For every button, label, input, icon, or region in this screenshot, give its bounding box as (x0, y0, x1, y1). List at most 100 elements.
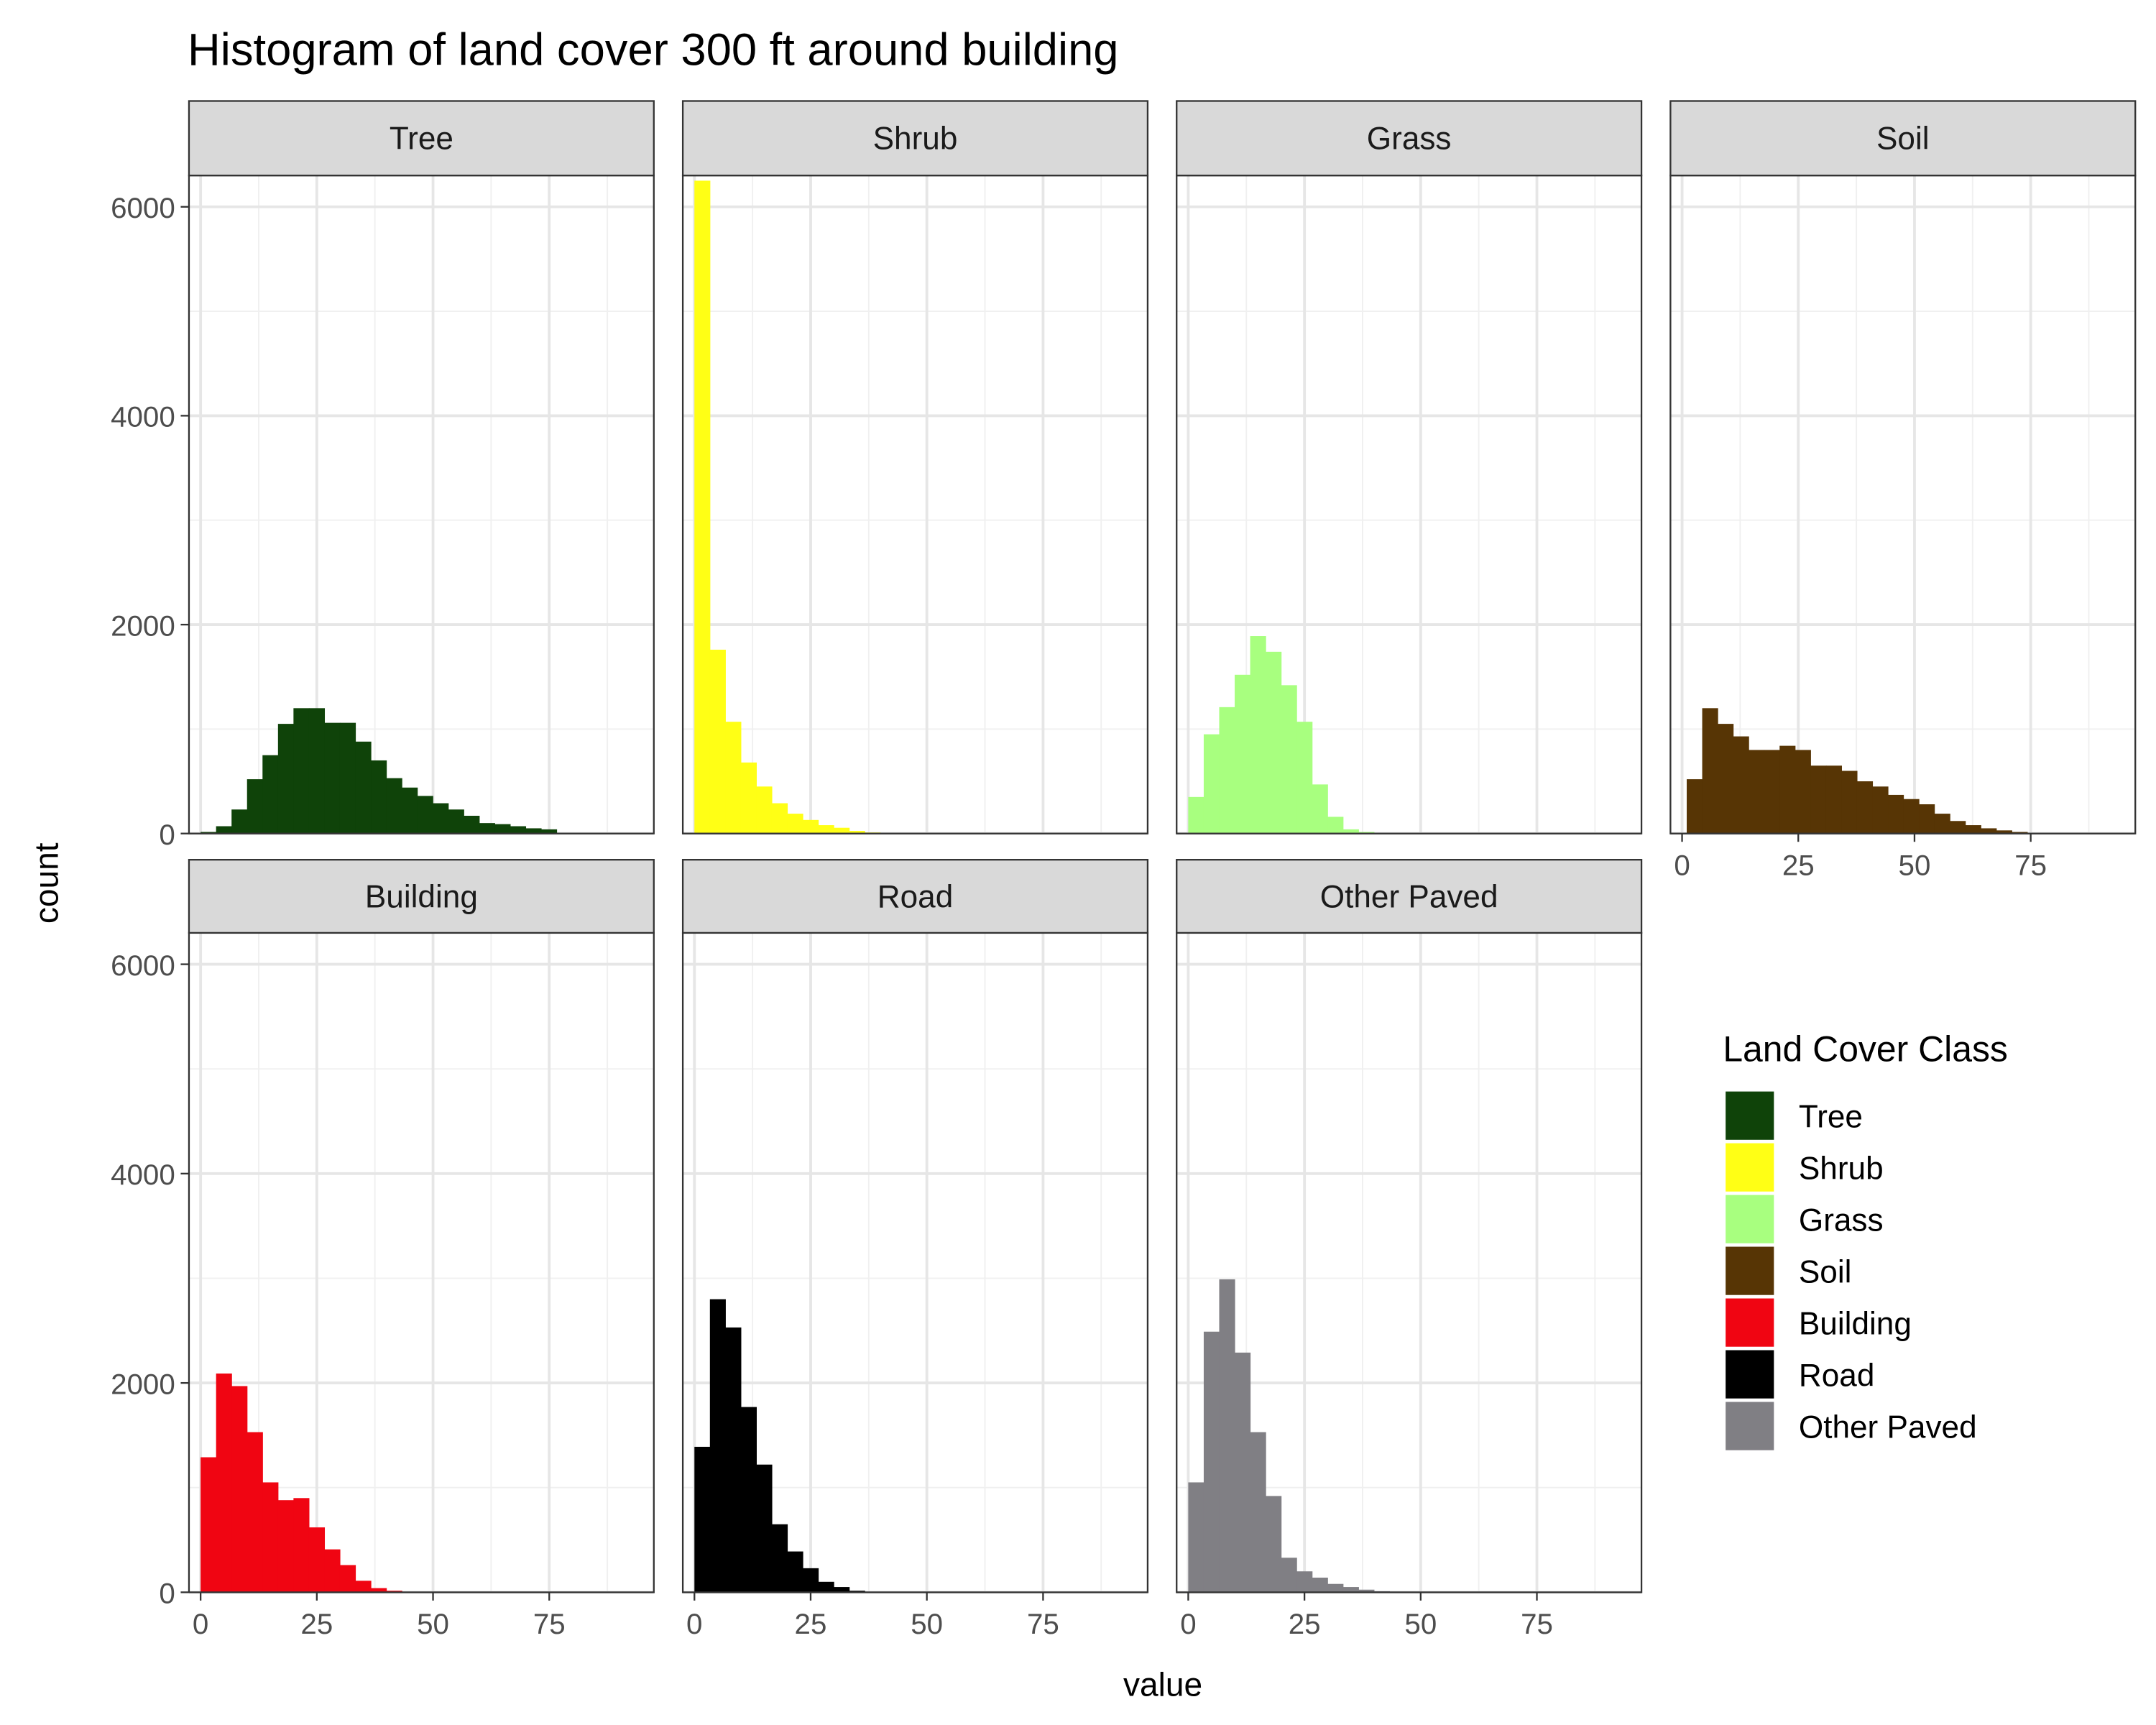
histogram-bar (1950, 821, 1966, 834)
facet-panels: Tree 0 2000 4000 6000 Shrub Grass Soil 0 25 50 75 Bu… (111, 100, 2137, 1640)
histogram-bar (1188, 796, 1204, 834)
histogram-bar (694, 1446, 711, 1593)
y-tick-label: 4000 (111, 401, 175, 433)
legend-title: Land Cover Class (1723, 1029, 2008, 1069)
histogram-bar (277, 724, 294, 834)
x-tick-label: 50 (1899, 849, 1931, 881)
histogram-bar (756, 1464, 773, 1593)
x-tick-label: 50 (911, 1608, 943, 1640)
facet-strip (1176, 859, 1643, 934)
x-tick-label: 50 (417, 1608, 449, 1640)
facet-label: Other Paved (1320, 879, 1498, 914)
histogram-bar (1718, 724, 1734, 834)
histogram-bar (1250, 1432, 1266, 1593)
histogram-bar (402, 787, 418, 834)
y-tick-label: 2000 (111, 610, 175, 642)
histogram-bar (448, 809, 464, 834)
histogram-bar (1702, 708, 1718, 834)
histogram-bar (1934, 814, 1950, 834)
y-tick-label: 0 (159, 1578, 175, 1610)
panel-road: Road 0 25 50 75 (681, 859, 1149, 1640)
histogram-bar (247, 779, 263, 834)
histogram-bar (494, 824, 511, 834)
histogram-bar (371, 760, 387, 834)
histogram-bar (1825, 765, 1842, 834)
legend-swatch (1726, 1195, 1774, 1243)
facet-strip (681, 859, 1149, 934)
histogram-bar (277, 1500, 294, 1593)
histogram-bar (1687, 779, 1703, 834)
legend-item: Building (1726, 1298, 1912, 1347)
histogram-bar (355, 741, 372, 834)
histogram-bar (740, 762, 757, 834)
panel-other-paved: Other Paved 0 25 50 75 (1176, 859, 1643, 1640)
panel-background (683, 175, 1148, 834)
histogram-bar (803, 819, 819, 834)
histogram-bar (293, 1498, 310, 1593)
histogram-bar (1888, 794, 1904, 834)
histogram-bar (1965, 825, 1981, 834)
histogram-bar (308, 708, 326, 834)
y-tick-label: 2000 (111, 1368, 175, 1400)
facet-label: Soil (1876, 121, 1930, 157)
histogram-bar (1996, 830, 2012, 834)
y-axis-title: count (28, 842, 65, 924)
histogram-bar (834, 1587, 850, 1593)
histogram-bar (787, 814, 803, 834)
histogram-bar (849, 831, 865, 834)
histogram-bar (324, 722, 341, 834)
histogram-bar (803, 1568, 819, 1593)
panel-shrub: Shrub (681, 100, 1149, 835)
histogram-bar (1342, 1587, 1359, 1593)
histogram-bar (1342, 829, 1359, 834)
histogram-bar (787, 1551, 803, 1593)
histogram-bar (1764, 750, 1780, 834)
panel-background (188, 175, 654, 834)
histogram-bar (231, 1386, 248, 1593)
histogram-bar (1779, 745, 1796, 834)
legend-swatch (1726, 1350, 1774, 1399)
histogram-bar (1312, 1577, 1328, 1593)
chart-title: Histogram of land cover 300 ft around bu… (188, 25, 1118, 75)
panel-background (1670, 175, 2136, 834)
histogram-bar (433, 803, 449, 834)
histogram-bar (740, 1407, 757, 1593)
histogram-bar (231, 809, 248, 834)
histogram-bar (1266, 651, 1282, 834)
legend-label: Grass (1799, 1202, 1884, 1238)
x-tick-label: 25 (300, 1608, 333, 1640)
histogram-bar (1327, 1583, 1344, 1593)
histogram-bar (525, 828, 542, 834)
legend-item: Shrub (1726, 1143, 1884, 1192)
histogram-bar (709, 649, 726, 834)
histogram-bar (262, 1482, 279, 1593)
x-tick-label: 50 (1404, 1608, 1437, 1640)
histogram-bar (1296, 1571, 1313, 1593)
histogram-bar (417, 796, 433, 834)
histogram-bar (308, 1527, 326, 1593)
histogram-bar (756, 786, 773, 834)
histogram-bar (818, 825, 834, 834)
histogram-bar (1841, 770, 1858, 834)
histogram-bar (834, 827, 850, 834)
x-tick-label: 75 (2014, 849, 2047, 881)
histogram-bar (1327, 816, 1344, 834)
legend-swatch (1726, 1246, 1774, 1295)
legend-label: Tree (1799, 1100, 1863, 1135)
x-tick-label: 25 (795, 1608, 827, 1640)
panel-tree: Tree 0 2000 4000 6000 (111, 100, 655, 851)
histogram-bar (540, 829, 558, 834)
y-tick-label: 6000 (111, 949, 175, 982)
legend-swatch (1726, 1402, 1774, 1450)
histogram-bar (725, 1327, 742, 1593)
y-tick-label: 0 (159, 819, 175, 851)
histogram-bar (771, 803, 788, 834)
histogram-bar (1872, 786, 1889, 834)
facet-strip (1669, 100, 2137, 177)
panel-building: Building 0 2000 4000 6000 0 25 50 75 (111, 859, 655, 1640)
x-tick-label: 25 (1289, 1608, 1321, 1640)
histogram-bar (818, 1581, 834, 1593)
histogram-bar (1203, 1331, 1220, 1593)
legend-label: Shrub (1799, 1151, 1884, 1186)
